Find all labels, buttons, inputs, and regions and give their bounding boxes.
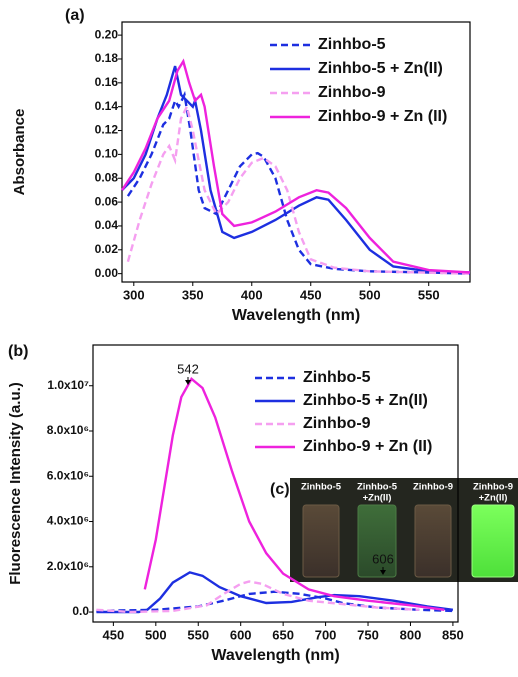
x-tick-label: 850 xyxy=(442,627,464,642)
x-tick-label: 500 xyxy=(145,627,167,642)
x-tick-label: 700 xyxy=(315,627,337,642)
series-line xyxy=(126,103,471,275)
y-tick-label: 0.04 xyxy=(95,218,119,232)
legend-label: Zinhbo-9 xyxy=(303,415,371,432)
series-line xyxy=(121,65,471,274)
vial-label: Zinhbo-9 xyxy=(473,482,513,493)
legend-label: Zinhbo-9 + Zn (II) xyxy=(318,108,447,125)
y-tick-label: 0.14 xyxy=(95,99,119,113)
y-tick-label: 0.08 xyxy=(95,170,119,184)
y-tick-label: 0.20 xyxy=(95,27,119,41)
x-tick-label: 550 xyxy=(418,287,440,302)
vial-label: Zinhbo-5 xyxy=(357,482,398,493)
vial-photo xyxy=(290,478,518,582)
x-axis-title: Wavelength (nm) xyxy=(211,647,339,664)
x-tick-label: 450 xyxy=(300,287,322,302)
y-tick-label: 0.00 xyxy=(95,266,119,280)
x-tick-label: 450 xyxy=(103,627,125,642)
y-tick-label: 1.0x10⁷ xyxy=(47,378,89,392)
series-line xyxy=(126,90,471,275)
plot-frame xyxy=(121,21,471,283)
series-line xyxy=(96,571,454,614)
y-tick-label: 6.0x10⁶ xyxy=(47,468,89,482)
x-tick-label: 400 xyxy=(241,287,263,302)
panel-label: (a) xyxy=(65,7,85,24)
legend-label: Zinhbo-5 xyxy=(303,369,371,386)
y-tick-label: 8.0x10⁶ xyxy=(47,423,89,437)
y-axis-title: Fluorescence Intensity (a.u.) xyxy=(7,382,24,585)
panel-label: (b) xyxy=(8,343,28,360)
x-tick-label: 500 xyxy=(359,287,381,302)
legend-label: Zinhbo-5 xyxy=(318,36,386,53)
series-line xyxy=(120,58,471,274)
annotation-arrowhead xyxy=(380,570,386,575)
vial-label: Zinhbo-9 xyxy=(413,482,453,493)
legend-label: Zinhbo-9 + Zn (II) xyxy=(303,438,432,455)
annotation: 606 xyxy=(372,551,394,566)
y-tick-label: 2.0x10⁶ xyxy=(47,559,89,573)
legend-label: Zinhbo-9 xyxy=(318,84,386,101)
legend-label: Zinhbo-5 + Zn(II) xyxy=(318,60,443,77)
x-tick-label: 750 xyxy=(357,627,379,642)
y-tick-label: 0.02 xyxy=(95,242,119,256)
y-tick-label: 0.06 xyxy=(95,194,119,208)
x-tick-label: 550 xyxy=(187,627,209,642)
series-line xyxy=(96,580,420,614)
y-axis-title: Absorbance xyxy=(11,109,28,196)
y-tick-label: 0.10 xyxy=(95,147,119,161)
x-tick-label: 350 xyxy=(182,287,204,302)
y-tick-label: 0.18 xyxy=(95,51,119,65)
x-tick-label: 600 xyxy=(230,627,252,642)
plot-frame xyxy=(92,344,459,623)
vial-label: Zinhbo-5 xyxy=(301,482,342,493)
vial-label: +Zn(II) xyxy=(479,493,508,504)
vial-label: +Zn(II) xyxy=(363,493,392,504)
y-tick-label: 4.0x10⁶ xyxy=(47,514,89,528)
x-axis-title: Wavelength (nm) xyxy=(232,307,360,324)
y-tick-label: 0.0 xyxy=(72,604,89,618)
panel-label: (c) xyxy=(270,481,290,498)
x-tick-label: 800 xyxy=(400,627,422,642)
legend-label: Zinhbo-5 + Zn(II) xyxy=(303,392,428,409)
y-tick-label: 0.16 xyxy=(95,75,119,89)
x-tick-label: 650 xyxy=(272,627,294,642)
series-line xyxy=(143,377,445,611)
x-tick-label: 300 xyxy=(123,287,145,302)
annotation-arrowhead xyxy=(185,380,191,385)
y-tick-label: 0.12 xyxy=(95,123,119,137)
annotation: 542 xyxy=(177,361,199,376)
